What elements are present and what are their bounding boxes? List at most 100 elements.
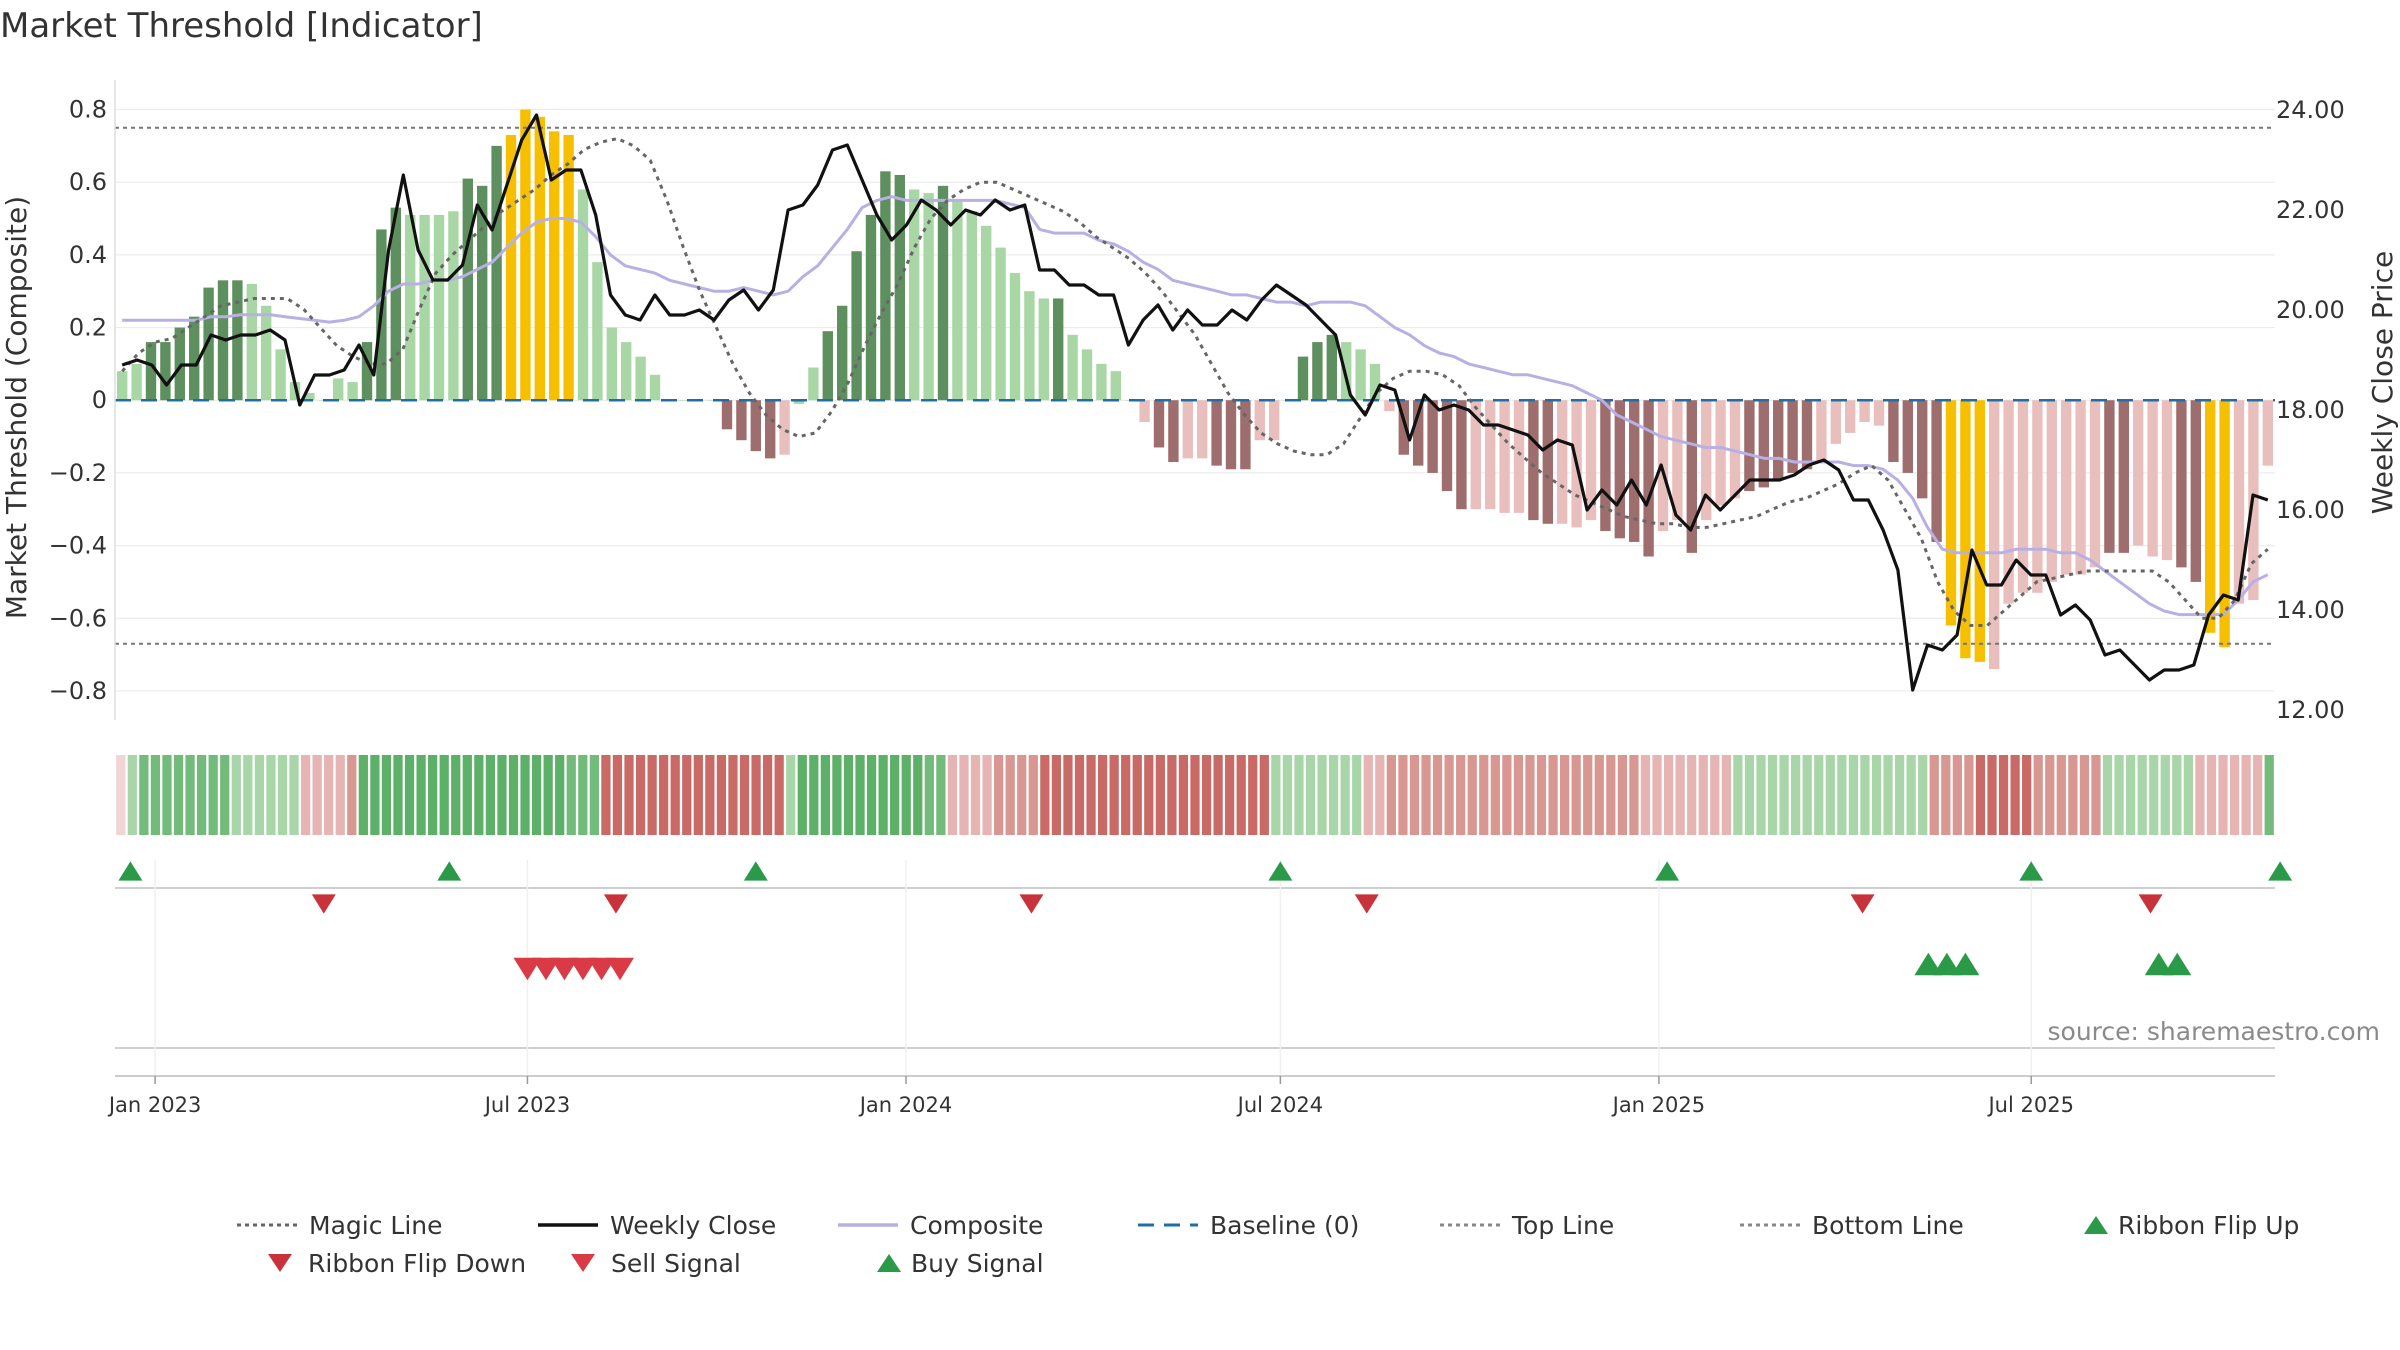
bar-128: [1960, 400, 1971, 659]
ribbon-cell-103: [1305, 755, 1316, 835]
legend-item-8: Sell Signal: [571, 1249, 741, 1278]
bar-74: [1182, 400, 1193, 459]
ribbon-cell-106: [1340, 755, 1350, 835]
ribbon-cell-179: [2183, 755, 2193, 835]
sell-signal-4: [587, 957, 616, 981]
bar-43: [736, 400, 747, 441]
ribbon-cell-177: [2160, 755, 2170, 835]
ribbon-cell-175: [2137, 755, 2147, 835]
bar-34: [606, 327, 617, 401]
ribbon-cell-64: [855, 755, 865, 835]
y-tick-label-5: −0.2: [49, 459, 107, 487]
bar-97: [1513, 400, 1525, 513]
y-tick-label-4: 0: [92, 386, 107, 414]
ribbon-cell-150: [1848, 755, 1859, 835]
bar-124: [1902, 400, 1913, 473]
series-lines: [121, 113, 2269, 692]
ribbon-cell-122: [1525, 755, 1535, 835]
ribbon-cell-131: [1629, 755, 1639, 835]
bar-79: [1254, 400, 1265, 441]
date-tick-label-1: Jul 2023: [483, 1093, 570, 1117]
ribbon-flip-up-3: [1268, 861, 1293, 881]
magic-line: [121, 137, 2269, 627]
date-tick-label-2: Jan 2024: [858, 1093, 953, 1117]
bar-64: [1038, 298, 1049, 401]
ribbon-cell-39: [566, 755, 576, 835]
ribbon-cell-99: [1259, 755, 1269, 835]
ribbon-cell-40: [578, 755, 588, 835]
ribbon-cell-67: [890, 755, 900, 835]
ribbon-cell-91: [1167, 755, 1177, 835]
bar-146: [2219, 400, 2230, 648]
bar-63: [1024, 291, 1035, 401]
ribbon-cell-162: [1987, 755, 1997, 835]
y-tick-label-3: 0.2: [69, 314, 107, 342]
ribbon-cell-151: [1860, 755, 1870, 835]
ribbon-cell-102: [1294, 755, 1304, 835]
ribbon-cell-159: [1952, 755, 1962, 835]
ribbon-flip-down-0: [311, 894, 336, 914]
bar-17: [361, 342, 373, 401]
ribbon-cell-170: [2079, 755, 2090, 835]
ribbon-cell-17: [312, 755, 322, 835]
ribbon-cell-127: [1583, 755, 1593, 835]
ribbon-cell-110: [1386, 755, 1396, 835]
ribbon-cell-81: [1051, 755, 1062, 835]
ribbon-flip-up-5: [2019, 861, 2044, 881]
bar-139: [2118, 400, 2129, 553]
legend: Magic Line Weekly Close Composite Baseline …: [237, 1211, 2299, 1278]
ribbon-cell-34: [508, 755, 519, 835]
ribbon-cell-166: [2033, 755, 2043, 835]
sell-signal-3: [569, 957, 597, 981]
bar-13: [304, 392, 315, 401]
bar-109: [1686, 400, 1697, 553]
ribbon-cell-65: [866, 755, 877, 835]
ribbon-cell-8: [208, 755, 218, 835]
legend-label-9: Buy Signal: [911, 1249, 1044, 1278]
ribbon-cell-152: [1871, 755, 1882, 835]
sell-signal-2: [550, 957, 579, 981]
ribbon-cell-94: [1201, 755, 1212, 835]
legend-label-2: Composite: [910, 1211, 1043, 1240]
bar-92: [1441, 400, 1453, 492]
ribbon-cell-97: [1236, 755, 1246, 835]
ribbon-flip-up-0: [118, 861, 143, 881]
bar-28: [520, 109, 531, 401]
ribbon-cell-56: [763, 755, 773, 835]
ribbon-cell-19: [335, 755, 345, 835]
sell-signal-5: [606, 957, 635, 981]
buy-signal-2: [1951, 952, 1980, 976]
ribbon-cell-114: [1432, 755, 1443, 835]
bar-45: [765, 400, 776, 459]
ribbon-cell-36: [531, 755, 542, 835]
ribbon-cell-10: [231, 755, 241, 835]
ribbon-cell-79: [1028, 755, 1038, 835]
bar-96: [1499, 400, 1510, 513]
ribbon-cell-5: [173, 755, 184, 835]
ribbon-cell-30: [462, 755, 472, 835]
signal-panels: [115, 860, 2293, 1078]
ribbon-cell-120: [1502, 755, 1512, 835]
date-tick-label-4: Jan 2025: [1611, 1093, 1706, 1117]
bar-32: [577, 189, 589, 401]
ribbon-cell-115: [1444, 755, 1454, 835]
bar-53: [880, 171, 891, 401]
y-tick-label-8: −0.8: [49, 677, 107, 705]
ribbon-cell-180: [2195, 755, 2205, 835]
ribbon-flip-up-6: [2268, 861, 2293, 881]
y-tick-label-6: −0.4: [49, 532, 107, 560]
gridlines: [115, 108, 2275, 692]
bar-88: [1384, 400, 1395, 412]
bar-118: [1816, 400, 1827, 463]
bar-84: [1326, 334, 1337, 401]
bar-56: [923, 193, 934, 401]
ribbon-cell-57: [774, 755, 784, 835]
bar-77: [1225, 400, 1237, 470]
bar-10: [261, 305, 272, 401]
bar-9: [246, 283, 257, 401]
bar-108: [1672, 400, 1683, 521]
ribbon-cell-41: [589, 755, 599, 835]
bar-98: [1528, 400, 1539, 521]
bar-114: [1758, 400, 1769, 488]
